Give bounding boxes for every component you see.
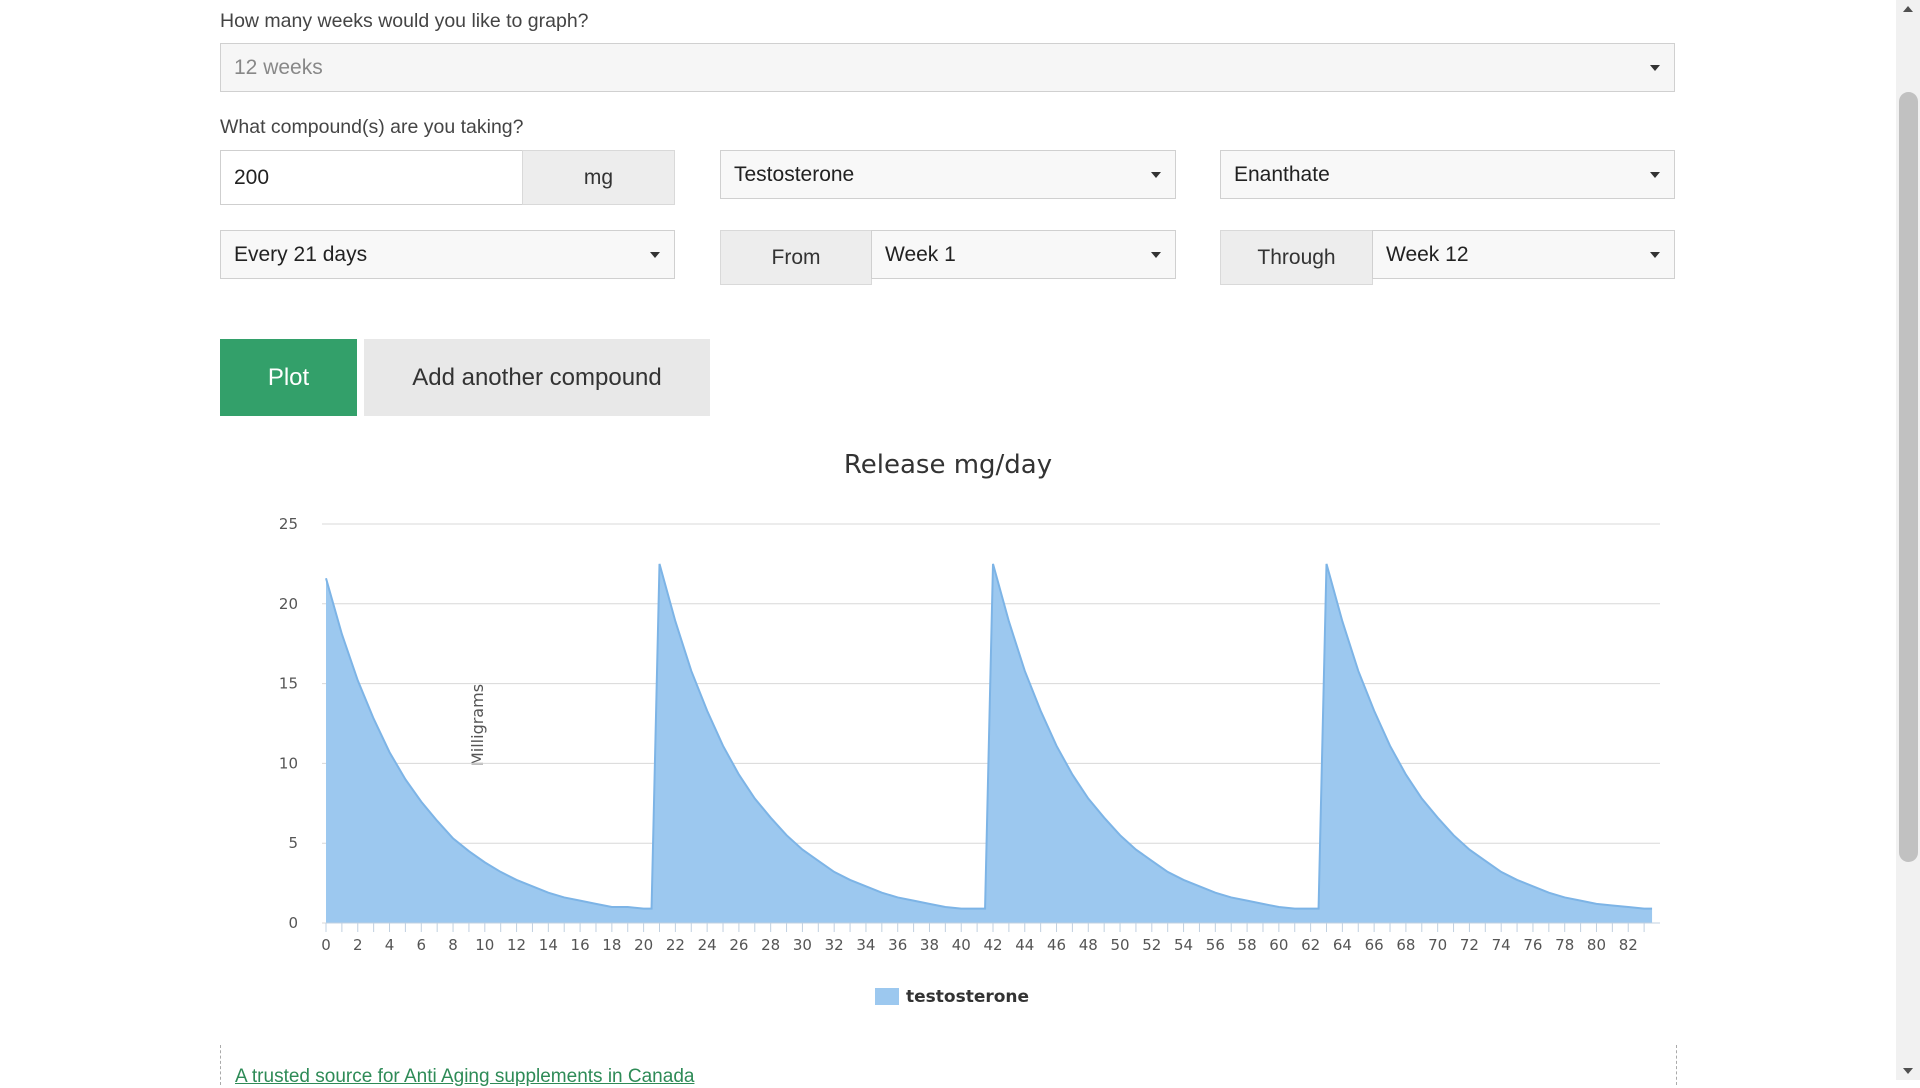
x-tick-label: 38 xyxy=(920,936,939,954)
compound-select[interactable]: Testosterone xyxy=(720,150,1176,199)
x-tick-label: 66 xyxy=(1365,936,1384,954)
x-tick-label: 58 xyxy=(1238,936,1257,954)
line-testosterone xyxy=(325,563,1653,910)
chart-x-axis: 0 2 4 6 8 10 12 14 16 18 20 22 24 26 28 30 32 34 36 38 40 42 4… xyxy=(321,922,1660,954)
dose-unit-addon: mg xyxy=(522,150,675,205)
x-tick-label: 34 xyxy=(856,936,875,954)
frequency-select[interactable]: Every 21 days xyxy=(220,230,675,279)
x-tick-label: 4 xyxy=(385,936,395,954)
chevron-down-icon xyxy=(1151,251,1161,258)
x-tick-label: 46 xyxy=(1047,936,1066,954)
x-tick-label: 50 xyxy=(1111,936,1130,954)
compound-question-label: What compound(s) are you taking? xyxy=(220,116,524,138)
x-tick-label: 40 xyxy=(952,936,971,954)
frequency-select-value: Every 21 days xyxy=(234,242,368,266)
x-tick-label: 36 xyxy=(888,936,907,954)
x-tick-label: 10 xyxy=(475,936,494,954)
from-week-select[interactable]: Week 1 xyxy=(871,230,1176,279)
x-tick-label: 24 xyxy=(698,936,717,954)
weeks-select-value: 12 weeks xyxy=(234,55,323,79)
x-tick-label: 68 xyxy=(1396,936,1415,954)
x-tick-label: 62 xyxy=(1301,936,1320,954)
x-tick-label: 78 xyxy=(1555,936,1574,954)
chevron-down-icon xyxy=(650,251,660,258)
x-tick-label: 2 xyxy=(353,936,363,954)
x-tick-label: 30 xyxy=(793,936,812,954)
x-tick-label: 82 xyxy=(1619,936,1638,954)
x-tick-label: 20 xyxy=(634,936,653,954)
x-tick-label: 52 xyxy=(1142,936,1161,954)
x-tick-label: 70 xyxy=(1428,936,1447,954)
x-tick-label: 6 xyxy=(417,936,427,954)
page-scrollbar[interactable] xyxy=(1896,0,1920,1080)
dose-input[interactable]: 200 xyxy=(220,150,523,205)
add-compound-button[interactable]: Add another compound xyxy=(364,339,710,416)
x-tick-label: 32 xyxy=(825,936,844,954)
x-tick-label: 74 xyxy=(1492,936,1511,954)
through-week-select[interactable]: Week 12 xyxy=(1372,230,1675,279)
x-tick-label: 18 xyxy=(602,936,621,954)
x-tick-label: 76 xyxy=(1523,936,1542,954)
y-tick-label: 25 xyxy=(279,515,298,533)
x-tick-label: 64 xyxy=(1333,936,1352,954)
x-tick-label: 42 xyxy=(983,936,1002,954)
ester-select[interactable]: Enanthate xyxy=(1220,150,1675,199)
y-tick-label: 10 xyxy=(279,754,298,772)
chart-legend[interactable]: testosterone xyxy=(875,987,1029,1007)
scrollbar-thumb[interactable] xyxy=(1899,92,1918,862)
x-tick-label: 44 xyxy=(1015,936,1034,954)
x-tick-label: 54 xyxy=(1174,936,1193,954)
chart-y-axis-label: Milligrams xyxy=(468,684,487,766)
x-tick-label: 48 xyxy=(1079,936,1098,954)
scroll-up-arrow-icon[interactable] xyxy=(1903,6,1913,12)
y-tick-label: 15 xyxy=(279,675,298,693)
legend-swatch-testosterone xyxy=(875,988,899,1005)
x-tick-label: 56 xyxy=(1206,936,1225,954)
ester-select-value: Enanthate xyxy=(1234,162,1330,186)
x-tick-label: 22 xyxy=(666,936,685,954)
from-week-select-value: Week 1 xyxy=(885,242,956,266)
chevron-down-icon xyxy=(1650,64,1660,71)
weeks-question-label: How many weeks would you like to graph? xyxy=(220,10,589,32)
x-tick-label: 26 xyxy=(729,936,748,954)
chevron-down-icon xyxy=(1650,171,1660,178)
x-tick-label: 60 xyxy=(1269,936,1288,954)
y-tick-label: 20 xyxy=(279,595,298,613)
x-tick-label: 16 xyxy=(571,936,590,954)
plot-button[interactable]: Plot xyxy=(220,339,357,416)
scroll-down-arrow-icon[interactable] xyxy=(1903,1068,1913,1074)
x-tick-label: 14 xyxy=(539,936,558,954)
weeks-select[interactable]: 12 weeks xyxy=(220,43,1675,92)
x-tick-label: 28 xyxy=(761,936,780,954)
x-tick-label: 12 xyxy=(507,936,526,954)
chevron-down-icon xyxy=(1151,171,1161,178)
footer-link[interactable]: A trusted source for Anti Aging suppleme… xyxy=(235,1066,695,1087)
x-tick-label: 80 xyxy=(1587,936,1606,954)
compound-select-value: Testosterone xyxy=(734,162,855,186)
legend-label-testosterone: testosterone xyxy=(906,987,1029,1007)
chevron-down-icon xyxy=(1650,251,1660,258)
chart-plot-area xyxy=(325,563,1653,923)
x-tick-label: 0 xyxy=(321,936,331,954)
through-week-select-value: Week 12 xyxy=(1386,242,1469,266)
x-tick-label: 8 xyxy=(448,936,458,954)
footer-dashed-box xyxy=(220,1045,1677,1085)
y-tick-label: 5 xyxy=(288,834,298,852)
y-tick-label: 0 xyxy=(288,914,298,932)
x-tick-label: 72 xyxy=(1460,936,1479,954)
from-addon: From xyxy=(720,230,872,285)
through-addon: Through xyxy=(1220,230,1373,285)
chart-title: Release mg/day xyxy=(844,450,1052,480)
